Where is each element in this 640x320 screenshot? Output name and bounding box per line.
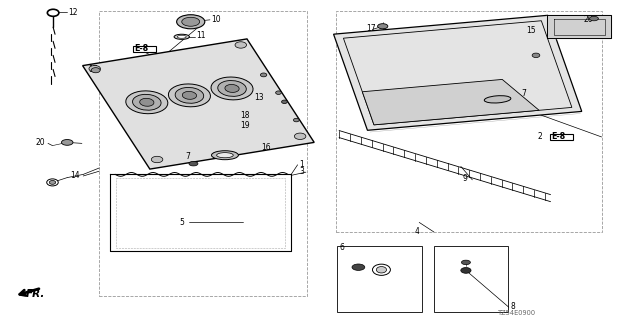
Text: 20: 20	[35, 138, 45, 147]
Ellipse shape	[532, 53, 540, 58]
Ellipse shape	[235, 42, 246, 48]
Text: 19: 19	[241, 121, 250, 130]
Ellipse shape	[126, 91, 168, 114]
Ellipse shape	[216, 153, 233, 158]
Ellipse shape	[182, 92, 196, 99]
Bar	[336, 11, 602, 232]
Ellipse shape	[211, 77, 253, 100]
Ellipse shape	[461, 268, 471, 273]
Ellipse shape	[49, 180, 56, 184]
Ellipse shape	[175, 87, 204, 103]
Text: 20: 20	[584, 15, 593, 24]
Circle shape	[182, 17, 200, 26]
Ellipse shape	[294, 133, 306, 140]
Circle shape	[189, 162, 198, 166]
Text: E-8: E-8	[134, 44, 148, 53]
Ellipse shape	[211, 151, 238, 160]
Text: 3: 3	[300, 167, 305, 176]
Ellipse shape	[218, 81, 246, 96]
Bar	[337, 246, 422, 312]
Text: 11: 11	[196, 31, 206, 40]
Ellipse shape	[89, 66, 100, 72]
Ellipse shape	[376, 267, 387, 273]
Text: 17: 17	[366, 24, 376, 33]
Text: 5: 5	[179, 218, 184, 227]
Text: E-8: E-8	[552, 132, 566, 141]
Ellipse shape	[174, 34, 189, 39]
Text: 18: 18	[241, 111, 250, 120]
Ellipse shape	[282, 100, 287, 104]
Text: 7: 7	[521, 89, 526, 98]
Bar	[133, 46, 156, 52]
Text: 1: 1	[299, 160, 303, 169]
Text: 15: 15	[526, 26, 536, 35]
Bar	[434, 246, 508, 312]
Ellipse shape	[372, 264, 390, 275]
Text: 9: 9	[462, 174, 467, 183]
Ellipse shape	[168, 84, 211, 107]
Text: 6: 6	[339, 243, 344, 252]
Text: 10: 10	[211, 15, 221, 24]
Text: TZ54E0900: TZ54E0900	[498, 310, 536, 316]
Ellipse shape	[293, 118, 299, 122]
Ellipse shape	[177, 36, 186, 38]
Text: 7: 7	[186, 152, 191, 161]
Ellipse shape	[47, 9, 59, 16]
Text: 8: 8	[510, 302, 515, 311]
Text: FR.: FR.	[26, 289, 45, 299]
Ellipse shape	[151, 156, 163, 163]
Ellipse shape	[47, 179, 58, 186]
Polygon shape	[83, 39, 314, 169]
Ellipse shape	[140, 98, 154, 106]
Circle shape	[378, 24, 388, 29]
Bar	[550, 134, 573, 140]
Ellipse shape	[484, 96, 511, 103]
Text: 2: 2	[538, 132, 542, 141]
Ellipse shape	[260, 73, 267, 77]
Text: 17: 17	[88, 65, 98, 74]
Text: 12: 12	[68, 8, 78, 17]
Circle shape	[352, 264, 365, 270]
Bar	[99, 11, 307, 296]
Ellipse shape	[225, 84, 239, 92]
Text: 13: 13	[254, 93, 264, 102]
Text: 16: 16	[261, 143, 271, 152]
Polygon shape	[362, 79, 539, 125]
Circle shape	[589, 16, 598, 21]
Circle shape	[461, 260, 470, 265]
Ellipse shape	[92, 68, 100, 73]
Ellipse shape	[132, 94, 161, 110]
Polygon shape	[547, 15, 611, 38]
Circle shape	[61, 140, 73, 145]
Polygon shape	[333, 15, 582, 130]
Circle shape	[177, 15, 205, 29]
Text: 14: 14	[70, 171, 80, 180]
Ellipse shape	[276, 91, 282, 94]
Text: 4: 4	[415, 227, 420, 236]
